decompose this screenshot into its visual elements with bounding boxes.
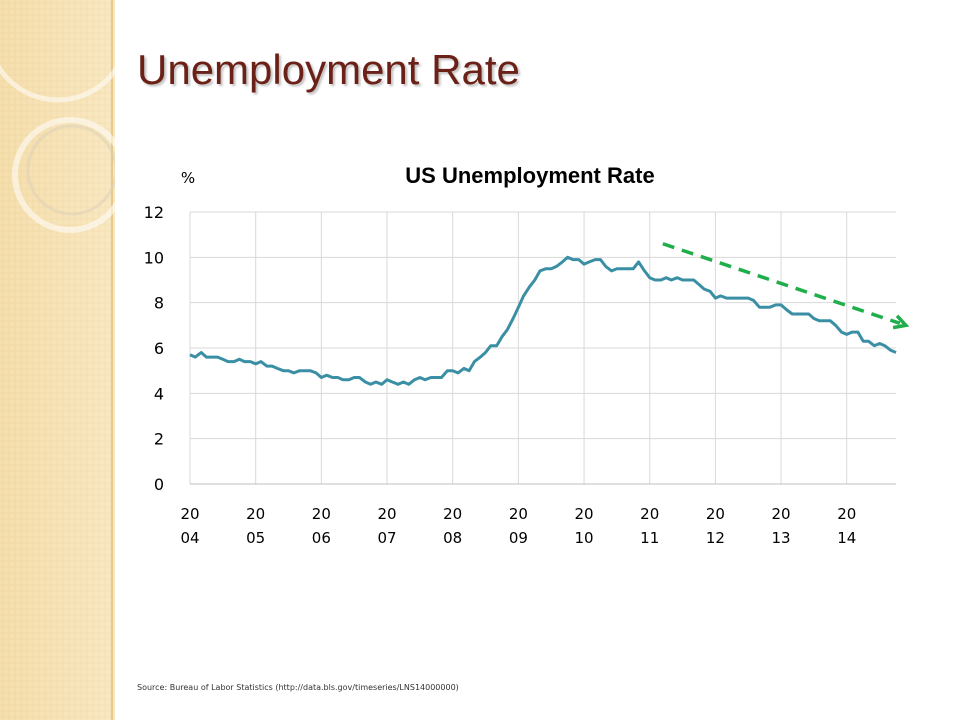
slide-title: Unemployment Rate <box>137 46 520 93</box>
chart-title: US Unemployment Rate <box>405 163 654 188</box>
trend-arrow-dashed-line <box>662 242 901 325</box>
y-axis-unit-label: % <box>181 169 195 187</box>
x-tick-label-line1: 20 <box>574 505 593 523</box>
x-tick-label-line1: 20 <box>180 505 199 523</box>
x-tick-label-line1: 20 <box>312 505 331 523</box>
y-axis-tick-labels: 0 2 4 6 8 10 12 <box>144 203 164 494</box>
x-tick-label-line2: 08 <box>443 529 462 547</box>
x-tick-label-line2: 04 <box>180 529 199 547</box>
x-axis-tick-labels: 20 04 20 05 20 06 20 07 20 08 20 09 20 10 20 11 20 12 20 13… <box>180 505 856 547</box>
y-tick-label: 2 <box>154 430 164 449</box>
x-tick-label-line1: 20 <box>640 505 659 523</box>
x-tick-label-line2: 07 <box>377 529 396 547</box>
x-tick-label-line2: 10 <box>574 529 593 547</box>
x-tick-label-line2: 06 <box>312 529 331 547</box>
x-tick-label-line2: 13 <box>772 529 791 547</box>
unemployment-line-chart: US Unemployment Rate % 0 2 4 6 8 10 12 20 04 20 0… <box>144 163 910 547</box>
y-tick-label: 0 <box>154 475 164 494</box>
chart-series <box>189 255 897 386</box>
chart-gridlines <box>189 211 896 484</box>
decorative-side-panel <box>0 0 131 720</box>
source-note: Source: Bureau of Labor Statistics (http… <box>137 683 459 692</box>
x-tick-label-line2: 05 <box>246 529 265 547</box>
y-tick-label: 4 <box>154 384 164 403</box>
x-tick-label-line1: 20 <box>772 505 791 523</box>
y-tick-label: 6 <box>154 339 164 358</box>
trend-arrow <box>662 242 910 330</box>
x-tick-label-line2: 12 <box>706 529 725 547</box>
decorative-pattern <box>0 0 131 720</box>
x-tick-label-line1: 20 <box>706 505 725 523</box>
y-tick-label: 12 <box>144 203 164 222</box>
trend-arrowhead <box>892 314 910 330</box>
unemployment-rate-line <box>189 255 897 386</box>
x-tick-label-line2: 09 <box>509 529 528 547</box>
x-tick-label-line1: 20 <box>509 505 528 523</box>
x-tick-label-line1: 20 <box>246 505 265 523</box>
x-tick-label-line1: 20 <box>837 505 856 523</box>
x-tick-label-line2: 14 <box>837 529 856 547</box>
x-tick-label-line2: 11 <box>640 529 659 547</box>
y-tick-label: 8 <box>154 294 164 313</box>
x-tick-label-line1: 20 <box>377 505 396 523</box>
x-tick-label-line1: 20 <box>443 505 462 523</box>
y-tick-label: 10 <box>144 248 164 267</box>
